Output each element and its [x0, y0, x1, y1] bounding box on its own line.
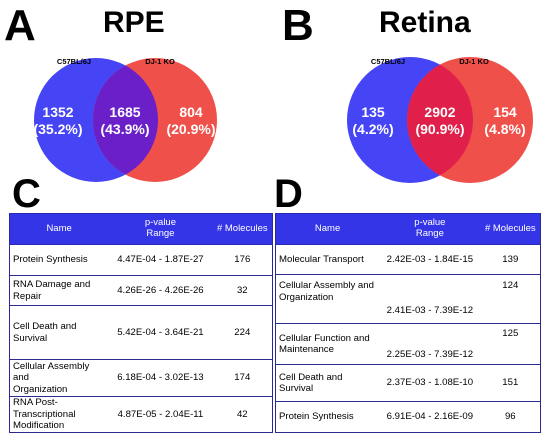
panel-letter-c: C — [12, 172, 41, 216]
table-d-cell-molecules: 96 — [480, 401, 541, 433]
table-c: Name p-value Range # Molecules Protein Sy… — [9, 213, 273, 433]
table-c-cell-name: Protein Synthesis — [9, 244, 109, 276]
table-d-cell-name: Protein Synthesis — [275, 401, 380, 433]
table-c-cell-molecules: 32 — [212, 275, 273, 306]
table-c-header-molecules: # Molecules — [212, 213, 273, 245]
table-c-cell-range: 4.87E-05 - 2.04E-11 — [108, 396, 213, 433]
table-d-cell-molecules: 139 — [480, 244, 541, 275]
table-d-header-molecules: # Molecules — [480, 213, 541, 245]
venn-a-middle-pct: (43.9%) — [100, 121, 149, 137]
venn-b: C57BL/6J DJ-1 KO 135 (4.2%) 2902 (90.9%)… — [347, 57, 533, 183]
table-c-cell-range: 4.26E-26 - 4.26E-26 — [108, 275, 213, 306]
table-d-cell-molecules: 151 — [480, 364, 541, 402]
table-d-header-name: Name — [275, 213, 380, 245]
venn-b-overlap — [407, 57, 473, 183]
table-d-cell-range: 2.25E-03 - 7.39E-12 — [379, 323, 481, 365]
venn-b-right-count: 154 — [493, 104, 517, 120]
table-d-cell-range: 2.41E-03 - 7.39E-12 — [379, 274, 481, 324]
table-c-header: Name p-value Range # Molecules — [9, 213, 273, 245]
table-row: RNA Post-Transcriptional Modification 4.8… — [9, 396, 273, 433]
venn-a-middle-count: 1685 — [109, 104, 140, 120]
table-d-cell-range: 2.42E-03 - 1.84E-15 — [379, 244, 481, 275]
table-d-cell-range: 2.37E-03 - 1.08E-10 — [379, 364, 481, 402]
table-row: Molecular Transport 2.42E-03 - 1.84E-15 … — [275, 244, 541, 275]
venn-b-left-count: 135 — [361, 104, 385, 120]
venn-a-title: RPE — [103, 6, 165, 39]
table-c-cell-molecules: 176 — [212, 244, 273, 276]
table-row: Cell Death and Survival 5.42E-04 - 3.64E… — [9, 305, 273, 360]
table-d-cell-name: Cell Death and Survival — [275, 364, 380, 402]
table-d-header-pvalue: p-value Range — [379, 213, 481, 245]
table-d-cell-name: Cellular Function and Maintenance — [275, 323, 380, 365]
table-c-header-pvalue: p-value Range — [108, 213, 213, 245]
panel-letter-d: D — [274, 172, 303, 216]
table-row: Protein Synthesis 4.47E-04 - 1.87E-27 17… — [9, 244, 273, 276]
table-c-cell-molecules: 174 — [212, 359, 273, 397]
table-c-cell-molecules: 224 — [212, 305, 273, 360]
panel-letter-b: B — [282, 1, 314, 50]
table-row: RNA Damage and Repair 4.26E-26 - 4.26E-2… — [9, 275, 273, 306]
table-row: Cellular Assembly and Organization 2.41E-… — [275, 274, 541, 324]
venn-b-right-label: DJ-1 KO — [459, 57, 489, 66]
venn-a-right-count: 804 — [179, 104, 203, 120]
table-c-cell-range: 5.42E-04 - 3.64E-21 — [108, 305, 213, 360]
venn-a-overlap — [93, 58, 158, 182]
table-d-cell-molecules: 124 — [480, 274, 541, 324]
venn-b-right-pct: (4.8%) — [484, 121, 525, 137]
venn-b-left-label: C57BL/6J — [371, 57, 405, 66]
table-d-cell-range: 6.91E-04 - 2.16E-09 — [379, 401, 481, 433]
table-c-cell-range: 6.18E-04 - 3.02E-13 — [108, 359, 213, 397]
venn-b-middle-pct: (90.9%) — [415, 121, 464, 137]
venn-a-left-label: C57BL/6J — [57, 57, 91, 66]
table-c-cell-name: RNA Damage and Repair — [9, 275, 109, 306]
table-c-header-name: Name — [9, 213, 109, 245]
table-d-cell-name: Molecular Transport — [275, 244, 380, 275]
table-row: Cellular Function and Maintenance 2.25E-0… — [275, 323, 541, 365]
table-d-header: Name p-value Range # Molecules — [275, 213, 541, 245]
table-d-cell-molecules: 125 — [480, 323, 541, 365]
venn-a: C57BL/6J DJ-1 KO 1352 (35.2%) 1685 (43.9… — [33, 57, 217, 182]
venn-b-title: Retina — [379, 6, 471, 39]
table-c-cell-name: Cell Death and Survival — [9, 305, 109, 360]
table-row: Cellular Assembly and Organization 6.18E-… — [9, 359, 273, 397]
table-c-cell-range: 4.47E-04 - 1.87E-27 — [108, 244, 213, 276]
table-row: Cell Death and Survival 2.37E-03 - 1.08E… — [275, 364, 541, 402]
venn-diagrams: C57BL/6J DJ-1 KO 1352 (35.2%) 1685 (43.9… — [33, 57, 533, 183]
venn-a-left-count: 1352 — [42, 104, 73, 120]
venn-b-middle-count: 2902 — [424, 104, 455, 120]
table-d: Name p-value Range # Molecules Molecular … — [275, 213, 541, 433]
venn-a-left-pct: (35.2%) — [33, 121, 82, 137]
panel-letter-a: A — [4, 1, 36, 50]
table-c-cell-molecules: 42 — [212, 396, 273, 433]
venn-a-right-label: DJ-1 KO — [145, 57, 175, 66]
table-c-cell-name: RNA Post-Transcriptional Modification — [9, 396, 109, 433]
table-row: Protein Synthesis 6.91E-04 - 2.16E-09 96 — [275, 401, 541, 433]
venn-a-right-pct: (20.9%) — [166, 121, 215, 137]
venn-b-left-pct: (4.2%) — [352, 121, 393, 137]
table-d-cell-name: Cellular Assembly and Organization — [275, 274, 380, 324]
table-c-cell-name: Cellular Assembly and Organization — [9, 359, 109, 397]
